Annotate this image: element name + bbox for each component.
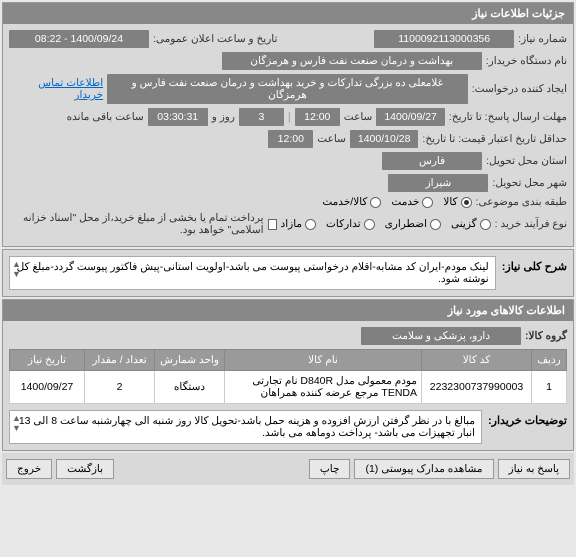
cell-date: 1400/09/27 [10, 371, 85, 404]
field-req-no: 1100092113000356 [374, 30, 514, 48]
row-req-no: شماره نیاز: 1100092113000356 تاریخ و ساع… [9, 30, 567, 48]
buyer-note-box[interactable]: ▲▼ مبالغ با در نظر گرفتن ارزش افزوده و ه… [9, 410, 482, 444]
table-row[interactable]: 12232300737990003مودم معمولی مدل D840R ن… [10, 371, 567, 404]
field-deadline-time: 12:00 [295, 108, 340, 126]
field-validity-date: 1400/10/28 [350, 130, 419, 148]
radio-t2[interactable]: اضطراری [385, 218, 441, 230]
field-group: دارو، پزشکی و سلامت [361, 327, 521, 345]
desc-textarea[interactable]: ▲▼ لینک مودم-ایران کد مشابه-اقلام درخواس… [9, 256, 496, 290]
row-buyer: نام دستگاه خریدار: بهداشت و درمان صنعت ن… [9, 52, 567, 70]
attachments-button[interactable]: مشاهده مدارک پیوستی (1) [354, 459, 493, 479]
buytype-radio-group: گزینی اضطراری تدارکات مازاد [281, 218, 491, 230]
th-unit: واحد شمارش [155, 350, 225, 371]
scroll-icon: ▲▼ [12, 259, 21, 279]
desc-label: شرح کلی نیاز: [502, 256, 567, 273]
th-name: نام کالا [225, 350, 422, 371]
cell-name: مودم معمولی مدل D840R نام تجارتی TENDA م… [225, 371, 422, 404]
exit-button[interactable]: خروج [6, 459, 52, 479]
label-creator: ایجاد کننده درخواست: [472, 83, 567, 95]
panel-body: شماره نیاز: 1100092113000356 تاریخ و ساع… [3, 24, 573, 246]
row-province: استان محل تحویل: فارس [9, 152, 567, 170]
field-day-count: 3 [239, 108, 284, 126]
row-deadline: مهلت ارسال پاسخ: تا تاریخ: 1400/09/27 سا… [9, 108, 567, 126]
cell-idx: 1 [532, 371, 567, 404]
cell-qty: 2 [85, 371, 155, 404]
desc-text: لینک مودم-ایران کد مشابه-اقلام درخواستی … [17, 261, 489, 285]
items-panel-title: اطلاعات کالاهای مورد نیاز [3, 300, 573, 321]
label-time1: ساعت [344, 111, 373, 123]
print-button[interactable]: چاپ [309, 459, 351, 479]
th-idx: ردیف [532, 350, 567, 371]
label-announce: تاریخ و ساعت اعلان عمومی: [153, 33, 277, 45]
th-date: تاریخ نیاز [10, 350, 85, 371]
radio-t3[interactable]: تدارکات [326, 218, 375, 230]
cell-unit: دستگاه [155, 371, 225, 404]
desc-panel: شرح کلی نیاز: ▲▼ لینک مودم-ایران کد مشاب… [2, 249, 574, 297]
row-creator: ایجاد کننده درخواست: غلامعلی ده بزرگی تد… [9, 74, 567, 104]
table-header-row: ردیف کد کالا نام کالا واحد شمارش تعداد /… [10, 350, 567, 371]
label-day: روز و [212, 111, 235, 123]
field-creator: غلامعلی ده بزرگی تدارکات و خرید بهداشت و… [107, 74, 468, 104]
field-province: فارس [382, 152, 482, 170]
label-time2: ساعت [317, 133, 346, 145]
label-req-no: شماره نیاز: [518, 33, 567, 45]
radio-t1[interactable]: گزینی [451, 218, 491, 230]
buyer-note-text: مبالغ با در نظر گرفتن ارزش افزوده و هزین… [19, 415, 475, 439]
field-city: شیراز [388, 174, 488, 192]
field-validity-time: 12:00 [268, 130, 313, 148]
checkbox-treasury[interactable] [268, 219, 277, 230]
buyer-note-label: توضیحات خریدار: [488, 410, 567, 427]
radio-service[interactable]: خدمت [391, 196, 433, 208]
label-deadline: مهلت ارسال پاسخ: تا تاریخ: [449, 111, 567, 123]
label-remain: ساعت باقی مانده [67, 111, 144, 123]
label-province: استان محل تحویل: [486, 155, 567, 167]
label-buytype: نوع فرآیند خرید : [495, 218, 567, 230]
category-radio-group: کالا خدمت کالا/خدمت [322, 196, 471, 208]
row-validity: حداقل تاریخ اعتبار قیمت: تا تاریخ: 1400/… [9, 130, 567, 148]
field-countdown: 03:30:31 [148, 108, 208, 126]
label-city: شهر محل تحویل: [492, 177, 567, 189]
label-group: گروه کالا: [525, 330, 567, 342]
contact-link[interactable]: اطلاعات تماس خریدار [9, 77, 103, 101]
items-panel: اطلاعات کالاهای مورد نیاز گروه کالا: دار… [2, 299, 574, 451]
reply-button[interactable]: پاسخ به نیاز [498, 459, 570, 479]
scroll-icon-2: ▲▼ [12, 413, 21, 433]
label-buyer: نام دستگاه خریدار: [486, 55, 567, 67]
field-buyer: بهداشت و درمان صنعت نفت فارس و هرمزگان [222, 52, 482, 70]
cell-code: 2232300737990003 [422, 371, 532, 404]
th-qty: تعداد / مقدار [85, 350, 155, 371]
radio-t4[interactable]: مازاد [281, 218, 317, 230]
row-group: گروه کالا: دارو، پزشکی و سلامت [9, 327, 567, 345]
radio-both[interactable]: کالا/خدمت [322, 196, 381, 208]
treasury-note: پرداخت تمام یا بخشی از مبلغ خرید،از محل … [9, 212, 264, 236]
field-announce: 1400/09/24 - 08:22 [9, 30, 149, 48]
details-panel: جزئیات اطلاعات نیاز شماره نیاز: 11000921… [2, 2, 574, 247]
field-deadline-date: 1400/09/27 [376, 108, 445, 126]
row-city: شهر محل تحویل: شیراز [9, 174, 567, 192]
footer-buttons: پاسخ به نیاز مشاهده مدارک پیوستی (1) چاپ… [2, 453, 574, 485]
label-category: طبقه بندی موضوعی: [476, 196, 567, 208]
radio-goods[interactable]: کالا [443, 196, 471, 208]
back-button[interactable]: بازگشت [56, 459, 114, 479]
items-table: ردیف کد کالا نام کالا واحد شمارش تعداد /… [9, 349, 567, 404]
th-code: کد کالا [422, 350, 532, 371]
panel-title: جزئیات اطلاعات نیاز [3, 3, 573, 24]
row-category: طبقه بندی موضوعی: کالا خدمت کالا/خدمت [9, 196, 567, 208]
row-buytype: نوع فرآیند خرید : گزینی اضطراری تدارکات … [9, 212, 567, 236]
label-validity: حداقل تاریخ اعتبار قیمت: تا تاریخ: [422, 133, 567, 145]
